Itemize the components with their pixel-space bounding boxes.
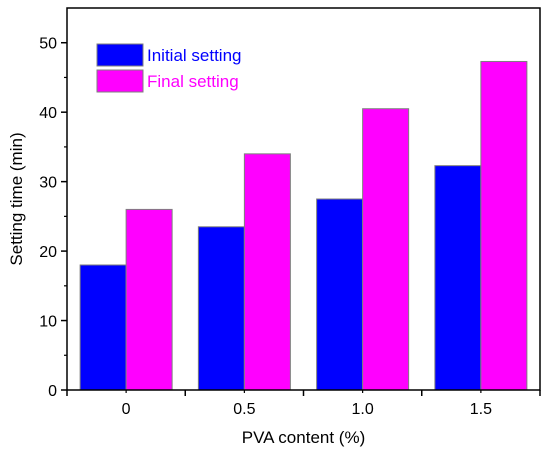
y-axis-title: Setting time (min) — [7, 132, 26, 265]
legend-label-initial-setting: Initial setting — [147, 46, 242, 65]
bar-initial-setting-0 — [79, 264, 127, 391]
bar-final-setting-2 — [362, 108, 410, 391]
bar-final-setting-3 — [480, 60, 528, 391]
bar-initial-setting-3 — [434, 165, 482, 391]
y-tick-label-0: 0 — [48, 383, 57, 400]
legend-label-final-setting: Final setting — [147, 72, 239, 91]
bar-initial-setting-1 — [197, 226, 245, 391]
x-axis-title: PVA content (%) — [242, 428, 365, 447]
y-tick-label-2: 20 — [39, 244, 57, 261]
y-tick-label-5: 50 — [39, 36, 57, 53]
y-tick-label-1: 10 — [39, 314, 57, 331]
bars-group — [79, 60, 528, 391]
legend-swatch-final-setting — [96, 69, 144, 93]
bar-initial-setting-2 — [316, 198, 364, 391]
legend-swatch-initial-setting — [96, 43, 144, 67]
x-tick-label-2: 1.0 — [352, 401, 374, 418]
bar-final-setting-0 — [125, 208, 173, 391]
y-tick-label-4: 40 — [39, 105, 57, 122]
x-tick-label-0: 0 — [122, 401, 131, 418]
y-tick-label-3: 30 — [39, 175, 57, 192]
bar-final-setting-1 — [243, 153, 291, 391]
x-tick-label-1: 0.5 — [233, 401, 255, 418]
legend: Initial setting Final setting — [96, 43, 242, 93]
x-tick-label-3: 1.5 — [470, 401, 492, 418]
ticks-group: 0 10 20 30 40 50 0 0.5 1.0 1.5 — [39, 36, 541, 418]
